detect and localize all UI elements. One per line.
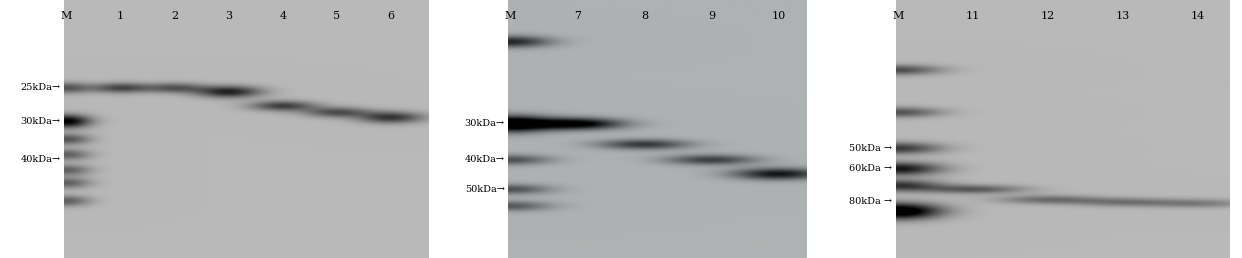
Text: 3: 3	[225, 11, 232, 21]
Bar	[453, 0, 508, 258]
Text: 14: 14	[1191, 11, 1205, 21]
Bar	[835, 0, 895, 258]
Text: 1: 1	[117, 11, 124, 21]
Text: 5: 5	[333, 11, 340, 21]
Text: 30kDa→: 30kDa→	[465, 119, 504, 128]
Text: 50kDa→: 50kDa→	[465, 185, 504, 194]
Text: 8: 8	[641, 11, 648, 21]
Text: 12: 12	[1041, 11, 1054, 21]
Text: 80kDa →: 80kDa →	[848, 197, 892, 206]
Text: 2: 2	[171, 11, 179, 21]
Text: 50kDa →: 50kDa →	[848, 144, 892, 153]
Bar	[12, 0, 65, 258]
Text: 4: 4	[279, 11, 287, 21]
Text: 13: 13	[1115, 11, 1130, 21]
Text: 6: 6	[388, 11, 395, 21]
Text: 40kDa→: 40kDa→	[465, 156, 504, 164]
Text: 30kDa→: 30kDa→	[20, 117, 61, 126]
Text: 25kDa→: 25kDa→	[20, 83, 61, 92]
Text: 11: 11	[966, 11, 980, 21]
Text: 7: 7	[574, 11, 581, 21]
Text: 9: 9	[708, 11, 715, 21]
Text: 60kDa →: 60kDa →	[848, 165, 892, 173]
Text: 10: 10	[771, 11, 786, 21]
Text: 40kDa→: 40kDa→	[20, 156, 61, 164]
Text: M: M	[892, 11, 903, 21]
Text: M: M	[61, 11, 72, 21]
Text: M: M	[504, 11, 515, 21]
